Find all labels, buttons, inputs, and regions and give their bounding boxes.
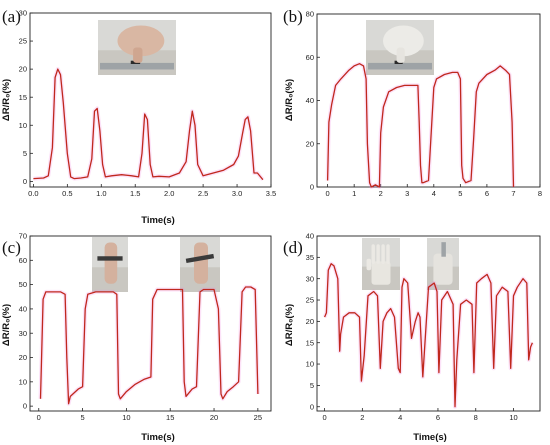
y-tick-label: 0 xyxy=(23,402,27,411)
y-tick-label: 70 xyxy=(19,232,27,241)
panel-tag: (d) xyxy=(283,238,303,257)
x-tick-label: 7 xyxy=(511,189,515,198)
y-tick-label: 10 xyxy=(306,360,314,369)
y-tick-label: 25 xyxy=(306,296,314,305)
y-axis-label: ΔR/R₀(%) xyxy=(284,304,295,346)
y-axis-label: ΔR/R₀(%) xyxy=(1,79,12,121)
y-tick-label: 50 xyxy=(19,280,27,289)
y-tick-label: 30 xyxy=(306,274,314,283)
y-tick-label: 0 xyxy=(310,402,314,411)
x-tick-label: 1.5 xyxy=(130,189,140,198)
x-tick-label: 3.5 xyxy=(266,189,276,198)
x-tick-label: 20 xyxy=(210,413,218,422)
y-tick-label: 20 xyxy=(19,65,27,74)
y-axis-label: ΔR/R₀(%) xyxy=(284,79,295,121)
x-tick-label: 4 xyxy=(398,413,402,422)
series-halo xyxy=(38,285,260,406)
plot-frame xyxy=(29,12,272,188)
x-tick-label: 8 xyxy=(538,189,542,198)
y-tick-label: 20 xyxy=(306,139,314,148)
x-tick-label: 6 xyxy=(436,413,440,422)
y-tick-label: 10 xyxy=(19,377,27,386)
series-line xyxy=(39,286,259,405)
photo-hand-fist xyxy=(427,238,459,290)
x-axis-label: Time(s) xyxy=(413,432,447,443)
x-tick-label: 2.5 xyxy=(198,189,208,198)
y-axis-label: ΔR/R₀(%) xyxy=(1,304,12,346)
x-tick-label: 1.0 xyxy=(96,189,106,198)
x-tick-label: 10 xyxy=(509,413,517,422)
plot-frame xyxy=(29,235,272,412)
x-tick-label: 5 xyxy=(458,189,462,198)
y-tick-label: 30 xyxy=(19,9,27,18)
x-axis-label: Time(s) xyxy=(141,215,175,226)
x-tick-label: 0 xyxy=(326,189,330,198)
panel-c: 0 5 10 15 20 25 0 10 20 30 40 50 60 70 ΔR/R₀(%) Time(s)… xyxy=(1,232,272,443)
x-tick-label: 10 xyxy=(122,413,130,422)
y-tick-label: 60 xyxy=(306,53,314,62)
x-tick-label: 0.5 xyxy=(62,189,72,198)
y-tick-label: 20 xyxy=(306,317,314,326)
y-tick-label: 0 xyxy=(23,177,27,186)
x-tick-label: 0.0 xyxy=(28,189,38,198)
y-tick-label: 35 xyxy=(306,253,314,262)
panel-tag: (a) xyxy=(2,7,21,26)
panel-a: 0.0 0.5 1.0 1.5 2.0 2.5 3.0 3.5 0 5 10 15 20 25 30 ΔR/R… xyxy=(1,7,276,226)
y-tick-label: 15 xyxy=(19,93,27,102)
y-tick-label: 40 xyxy=(306,96,314,105)
x-tick-label: 5 xyxy=(80,413,84,422)
y-tick-label: 25 xyxy=(19,37,27,46)
x-tick-label: 25 xyxy=(254,413,262,422)
panel-tag: (b) xyxy=(283,7,303,26)
x-tick-label: 1 xyxy=(352,189,356,198)
x-tick-label: 6 xyxy=(485,189,489,198)
x-tick-label: 3.0 xyxy=(232,189,242,198)
photo-finger-bend-small xyxy=(92,237,128,292)
y-tick-label: 60 xyxy=(19,256,27,265)
y-tick-label: 30 xyxy=(19,329,27,338)
series-line xyxy=(33,68,264,181)
photo-finger-press xyxy=(98,20,176,75)
x-tick-label: 3 xyxy=(405,189,409,198)
x-axis-label: Time(s) xyxy=(141,432,175,443)
plot-frame xyxy=(316,235,541,412)
x-tick-label: 0 xyxy=(37,413,41,422)
y-tick-label: 40 xyxy=(19,305,27,314)
series-line xyxy=(324,263,533,408)
series-line xyxy=(326,63,515,188)
x-tick-label: 15 xyxy=(166,413,174,422)
y-tick-label: 15 xyxy=(306,338,314,347)
photo-glove-press xyxy=(366,20,434,75)
y-tick-label: 40 xyxy=(306,232,314,241)
y-tick-label: 5 xyxy=(23,149,27,158)
series-halo xyxy=(322,261,535,409)
x-tick-label: 2.0 xyxy=(164,189,174,198)
panel-d: 0 2 4 6 8 10 0 5 10 15 20 25 30 35 40 ΔR/R₀(%) Time(s) (d… xyxy=(283,232,541,443)
x-tick-label: 2 xyxy=(379,189,383,198)
panel-tag: (c) xyxy=(2,238,21,257)
y-tick-label: 80 xyxy=(306,10,314,19)
y-tick-label: 0 xyxy=(310,183,314,192)
x-tick-label: 2 xyxy=(360,413,364,422)
x-tick-label: 4 xyxy=(432,189,436,198)
x-tick-label: 0 xyxy=(322,413,326,422)
y-tick-label: 10 xyxy=(19,121,27,130)
y-tick-label: 5 xyxy=(310,381,314,390)
y-tick-label: 20 xyxy=(19,353,27,362)
photo-hand-open xyxy=(362,238,400,290)
x-tick-label: 8 xyxy=(474,413,478,422)
photo-finger-bend-large xyxy=(180,237,220,292)
